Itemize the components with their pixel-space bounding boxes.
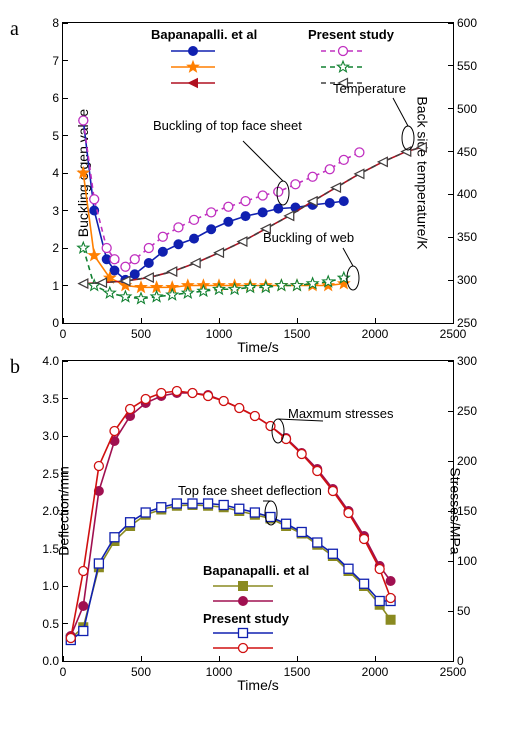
legend-header-bapanapalli-b: Bapanapalli. et al xyxy=(203,563,309,578)
plot-area-a: Buckling eigen value Back side temperatu… xyxy=(62,22,454,324)
legend-header-present-b: Present study xyxy=(203,611,289,626)
panel-a-label: a xyxy=(10,18,19,41)
panel-b-label: b xyxy=(10,356,20,379)
panel-b: b Deflection/mm Stresses/MPa Time/s Bapa… xyxy=(8,360,508,662)
legend-header-bapanapalli-a: Bapanapalli. et al xyxy=(151,27,257,42)
legend-header-present-a: Present study xyxy=(308,27,394,42)
plot-area-b: Deflection/mm Stresses/MPa Time/s Bapana… xyxy=(62,360,454,662)
panel-a: a Buckling eigen value Back side tempera… xyxy=(8,22,508,324)
x-label-b: Time/s xyxy=(237,677,278,693)
x-label-a: Time/s xyxy=(237,339,278,355)
series-svg-a xyxy=(63,23,453,323)
